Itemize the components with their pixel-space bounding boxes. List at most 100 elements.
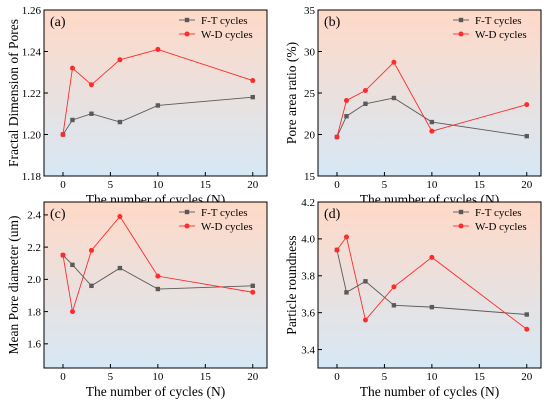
data-point bbox=[363, 101, 368, 106]
y-tick-label: 2.2 bbox=[27, 242, 41, 254]
data-point bbox=[88, 247, 94, 253]
data-point bbox=[69, 309, 75, 315]
y-axis-label: Particle roundness bbox=[284, 235, 299, 334]
x-tick-label: 0 bbox=[60, 179, 66, 191]
y-tick-label: 25 bbox=[304, 88, 316, 100]
y-tick-label: 1.6 bbox=[27, 339, 41, 351]
y-axis-label: Fractal Dimension of Pores bbox=[6, 19, 21, 167]
data-point bbox=[89, 283, 94, 289]
legend-marker bbox=[184, 31, 190, 37]
x-tick-label: 5 bbox=[108, 179, 114, 191]
data-point bbox=[250, 78, 256, 84]
plot-background bbox=[318, 202, 541, 368]
legend-marker bbox=[458, 17, 464, 23]
x-tick-label: 20 bbox=[521, 179, 533, 191]
legend-label-ft: F-T cycles bbox=[201, 207, 248, 219]
legend-marker bbox=[458, 209, 464, 215]
data-point bbox=[117, 214, 123, 220]
legend-label-wd: W-D cycles bbox=[475, 29, 527, 41]
data-point bbox=[60, 252, 66, 258]
legend-label-ft: F-T cycles bbox=[475, 207, 522, 219]
y-tick-label: 1.8 bbox=[27, 306, 41, 318]
x-tick-label: 10 bbox=[152, 179, 164, 191]
x-tick-label: 15 bbox=[474, 179, 486, 191]
data-point bbox=[89, 111, 94, 116]
panel-label: (d) bbox=[324, 207, 341, 222]
panel-label: (a) bbox=[50, 15, 66, 30]
panel-label: (b) bbox=[324, 15, 341, 30]
x-tick-label: 5 bbox=[108, 371, 114, 383]
series-line bbox=[336, 97, 527, 138]
legend: F-T cycles W-D cycles bbox=[179, 207, 253, 233]
data-point bbox=[334, 134, 340, 140]
data-point bbox=[391, 284, 397, 290]
x-tick-label: 15 bbox=[474, 371, 486, 383]
y-tick-label: 4.0 bbox=[301, 234, 315, 246]
data-point bbox=[343, 234, 349, 240]
x-tick-label: 0 bbox=[334, 179, 340, 191]
data-point bbox=[155, 46, 161, 52]
series-line bbox=[62, 215, 253, 312]
data-point bbox=[524, 102, 530, 108]
data-point bbox=[117, 265, 123, 271]
series-line bbox=[336, 235, 528, 330]
data-point bbox=[362, 88, 368, 94]
panel-label: (c) bbox=[50, 207, 66, 222]
data-point bbox=[250, 289, 256, 295]
data-point bbox=[344, 114, 349, 119]
data-point bbox=[362, 317, 368, 323]
plot-frame bbox=[317, 201, 542, 369]
plot-background bbox=[44, 10, 267, 176]
y-tick-label: 15 bbox=[304, 171, 316, 183]
x-tick-label: 10 bbox=[426, 371, 438, 383]
series-line bbox=[336, 61, 527, 138]
y-tick-label: 3.4 bbox=[301, 344, 315, 356]
legend: F-T cycles W-D cycles bbox=[453, 207, 527, 233]
y-tick-label: 2.4 bbox=[27, 210, 41, 222]
x-tick-label: 5 bbox=[382, 371, 388, 383]
data-point bbox=[344, 290, 349, 295]
y-tick-label: 1.24 bbox=[22, 46, 42, 58]
legend-label-ft: F-T cycles bbox=[475, 15, 522, 27]
x-tick-label: 5 bbox=[382, 179, 388, 191]
chart-panel: 0 5 10 15 20 3.4 3.6 3.8 4.0 4.2 The number of cyc… bbox=[284, 197, 542, 399]
y-axis-label: Pore area ratio (%) bbox=[284, 42, 299, 144]
data-point bbox=[391, 59, 397, 65]
legend-marker bbox=[458, 31, 464, 37]
y-tick-label: 3.8 bbox=[301, 271, 315, 283]
legend-marker bbox=[458, 223, 464, 229]
data-point bbox=[429, 304, 435, 310]
data-point bbox=[524, 326, 530, 332]
x-axis-label: The number of cycles (N) bbox=[360, 384, 499, 399]
plot-background bbox=[318, 10, 541, 176]
data-point bbox=[343, 97, 349, 103]
legend-label-wd: W-D cycles bbox=[475, 221, 527, 233]
data-point bbox=[117, 57, 123, 63]
data-point bbox=[70, 262, 75, 268]
data-point bbox=[69, 65, 75, 71]
x-tick-label: 20 bbox=[247, 371, 259, 383]
legend-marker bbox=[184, 209, 190, 215]
plot-frame bbox=[43, 201, 268, 369]
legend: F-T cycles W-D cycles bbox=[179, 15, 253, 41]
x-tick-label: 20 bbox=[521, 371, 533, 383]
x-axis-label: The number of cycles (N) bbox=[86, 384, 225, 399]
legend-marker bbox=[184, 223, 190, 229]
data-point bbox=[155, 103, 161, 108]
y-tick-label: 1.18 bbox=[22, 171, 42, 183]
x-tick-label: 20 bbox=[247, 179, 259, 191]
data-point bbox=[88, 82, 94, 88]
x-tick-label: 15 bbox=[200, 179, 212, 191]
y-tick-label: 2.0 bbox=[27, 274, 41, 286]
legend-label-ft: F-T cycles bbox=[201, 15, 248, 27]
data-point bbox=[250, 283, 255, 289]
y-axis-label: Mean Pore diameter (um) bbox=[6, 215, 21, 354]
data-point bbox=[391, 95, 397, 101]
legend: F-T cycles W-D cycles bbox=[453, 15, 527, 41]
x-tick-label: 0 bbox=[60, 371, 66, 383]
data-point bbox=[391, 303, 397, 308]
data-point bbox=[363, 279, 368, 284]
